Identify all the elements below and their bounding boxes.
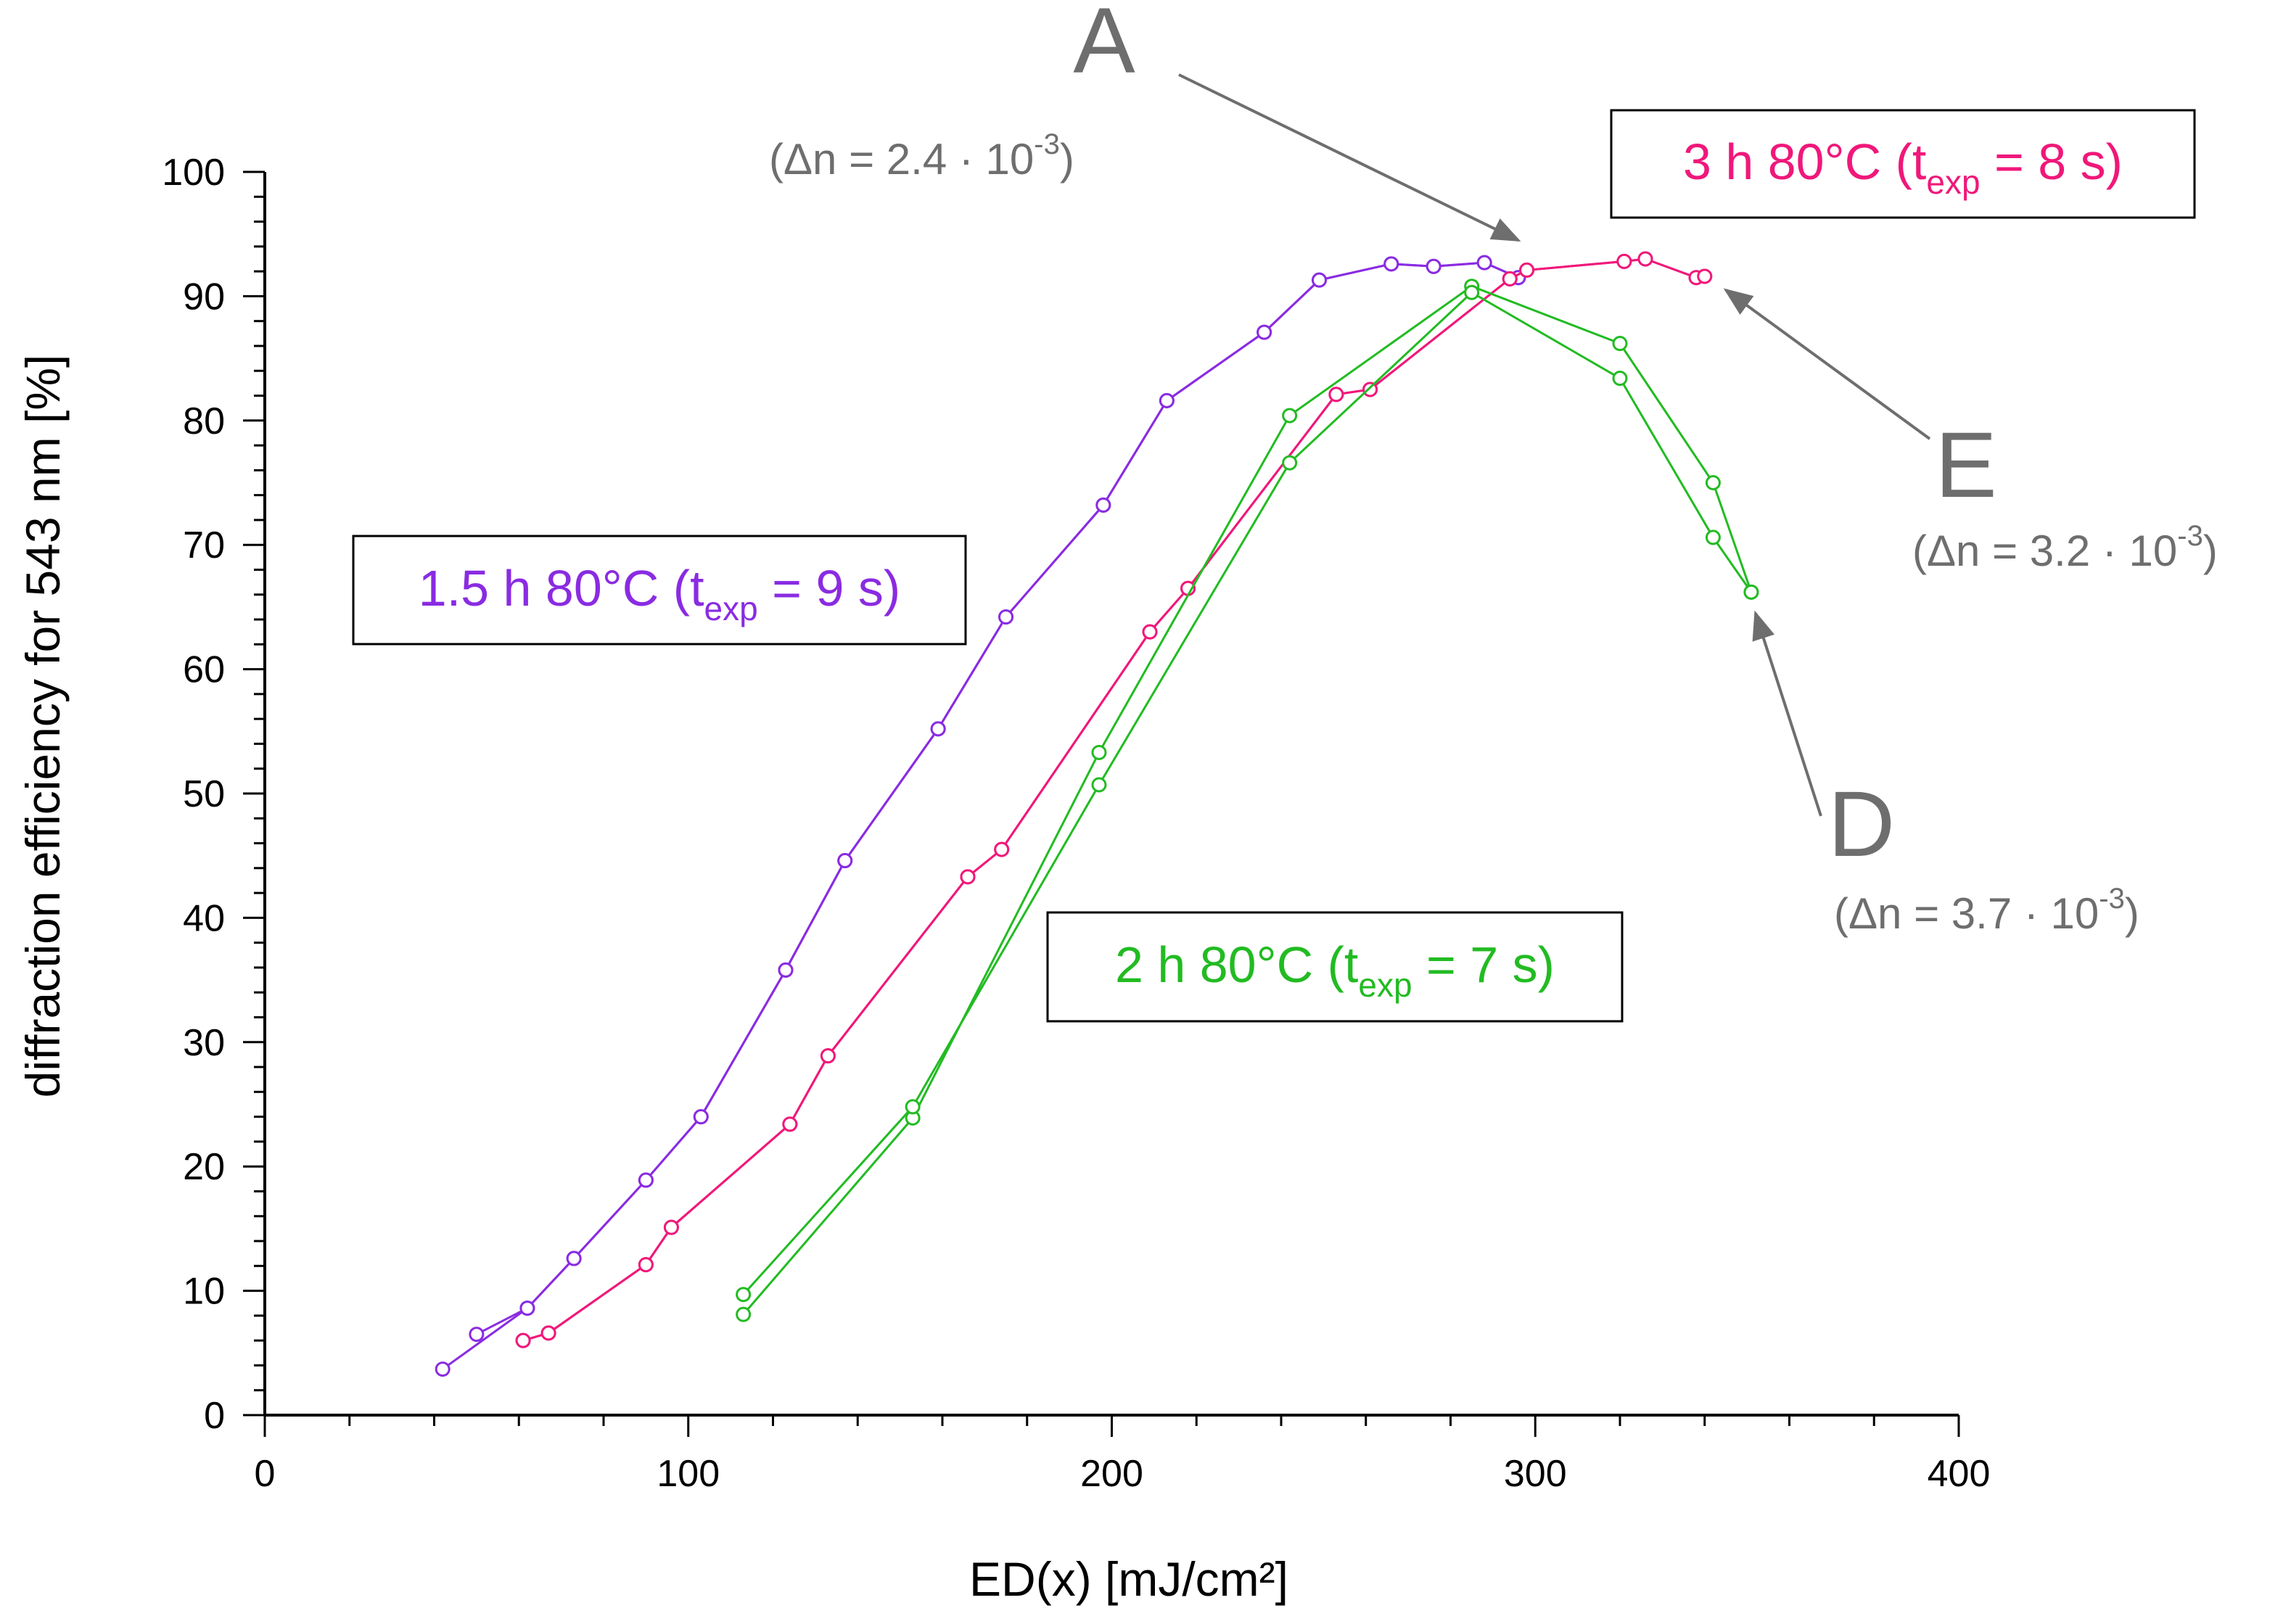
data-point-1.5h xyxy=(1256,324,1272,340)
data-point-1.5h xyxy=(693,1109,709,1125)
data-point-1.5h xyxy=(778,962,794,978)
annotation-arrow-e xyxy=(1723,288,1931,440)
data-point-3h xyxy=(994,841,1010,857)
series-1.5h xyxy=(435,255,1526,1377)
y-tick-label: 40 xyxy=(183,897,225,939)
data-point-2h xyxy=(736,1287,752,1303)
y-tick-label: 50 xyxy=(183,773,225,815)
annotation-letter-d: D xyxy=(1828,772,1895,876)
y-tick-label: 90 xyxy=(183,276,225,318)
data-point-3h xyxy=(1328,387,1344,403)
annotation-letter-e: E xyxy=(1935,413,1996,517)
y-tick-label: 20 xyxy=(183,1146,225,1188)
annotation-arrow-a xyxy=(1178,73,1521,242)
x-axis-title: ED(x) [mJ/cm²] xyxy=(969,1552,1288,1606)
data-point-1.5h xyxy=(638,1172,654,1188)
legend-label-1-5h: 1.5 h 80°C (texp = 9 s) xyxy=(419,560,900,627)
data-point-3h xyxy=(663,1219,679,1235)
annotation-dn-a: (Δn = 2.4 · 10-3) xyxy=(769,128,1074,184)
y-tick-label: 60 xyxy=(183,649,225,691)
data-point-3h xyxy=(782,1116,798,1132)
annotation-arrows xyxy=(1178,73,1931,817)
data-point-2h xyxy=(1612,336,1628,352)
series-2h-line-1 xyxy=(742,284,1753,1316)
data-point-1.5h xyxy=(998,609,1014,625)
data-point-2h xyxy=(1091,777,1107,793)
data-point-3h xyxy=(1697,268,1713,284)
legend-box-3h: 3 h 80°C (texp = 8 s) xyxy=(1610,109,2196,219)
data-point-1.5h xyxy=(1383,256,1399,272)
y-tick-label: 70 xyxy=(183,524,225,566)
legend-label-2h: 2 h 80°C (texp = 7 s) xyxy=(1115,936,1555,1004)
data-point-3h xyxy=(960,869,976,885)
data-point-3h xyxy=(1142,624,1158,640)
x-tick-label: 400 xyxy=(1928,1453,1991,1495)
data-point-1.5h xyxy=(469,1327,485,1343)
data-point-2h xyxy=(1705,475,1721,490)
data-point-1.5h xyxy=(1476,255,1492,271)
y-tick-label: 80 xyxy=(183,400,225,442)
series-2h xyxy=(736,279,1759,1322)
legend-label-3h: 3 h 80°C (texp = 8 s) xyxy=(1683,133,2123,201)
data-point-1.5h xyxy=(1426,258,1441,274)
series-1.5h-line-1 xyxy=(442,261,1519,1370)
x-tick-label: 0 xyxy=(255,1453,276,1495)
data-point-2h xyxy=(1282,408,1298,424)
axes xyxy=(263,172,1959,1417)
data-point-2h xyxy=(1282,455,1298,471)
series-1.5h-line-2 xyxy=(476,261,1519,1335)
y-tick-label: 0 xyxy=(204,1395,225,1437)
legend-box-1-5h: 1.5 h 80°C (texp = 9 s) xyxy=(352,535,967,646)
data-point-2h xyxy=(905,1099,921,1115)
data-point-3h xyxy=(1502,271,1518,287)
x-tick-label: 300 xyxy=(1504,1453,1567,1495)
data-point-1.5h xyxy=(837,853,853,869)
data-point-3h xyxy=(540,1325,556,1341)
data-point-2h xyxy=(736,1306,752,1322)
data-point-2h xyxy=(1091,744,1107,760)
y-tick-label: 100 xyxy=(162,152,225,194)
series-3h-line-2 xyxy=(522,257,1705,1342)
y-axis-title: diffraction efficiency for 543 nm [%] xyxy=(16,355,70,1098)
y-tick-label: 30 xyxy=(183,1022,225,1064)
series-3h-line-1 xyxy=(522,257,1705,1342)
data-point-3h xyxy=(820,1048,836,1064)
data-point-2h xyxy=(1612,371,1628,387)
annotation-arrow-d xyxy=(1752,610,1822,817)
x-tick-label: 200 xyxy=(1080,1453,1143,1495)
data-point-1.5h xyxy=(435,1361,451,1377)
data-point-3h xyxy=(1519,262,1535,278)
legend-box-2h: 2 h 80°C (texp = 7 s) xyxy=(1046,911,1624,1023)
series-3h xyxy=(515,251,1713,1348)
data-point-3h xyxy=(1616,253,1632,269)
annotation-letter-a: A xyxy=(1073,0,1135,93)
data-point-2h xyxy=(1464,284,1480,300)
data-point-1.5h xyxy=(566,1250,582,1266)
axis-ticks: 0 100 200 300 400 0 10 20 30 40 50 60 70 80 90 100 xyxy=(162,152,1990,1495)
data-point-2h xyxy=(1743,584,1759,600)
data-point-3h xyxy=(1362,382,1378,397)
data-point-3h xyxy=(638,1257,654,1273)
annotation-dn-e: (Δn = 3.2 · 10-3) xyxy=(1912,520,2218,575)
y-tick-label: 10 xyxy=(183,1271,225,1313)
series-2h-line-2 xyxy=(742,291,1753,1295)
data-point-1.5h xyxy=(1312,272,1328,288)
x-tick-label: 100 xyxy=(657,1453,720,1495)
series-layer xyxy=(435,251,1759,1377)
data-point-1.5h xyxy=(1159,392,1175,408)
data-point-1.5h xyxy=(930,721,946,737)
data-point-3h xyxy=(1637,251,1653,267)
data-point-3h xyxy=(515,1332,531,1348)
data-point-1.5h xyxy=(519,1301,535,1316)
data-point-1.5h xyxy=(1095,497,1111,513)
data-point-2h xyxy=(1705,529,1721,545)
annotation-dn-d: (Δn = 3.7 · 10-3) xyxy=(1834,883,2139,938)
